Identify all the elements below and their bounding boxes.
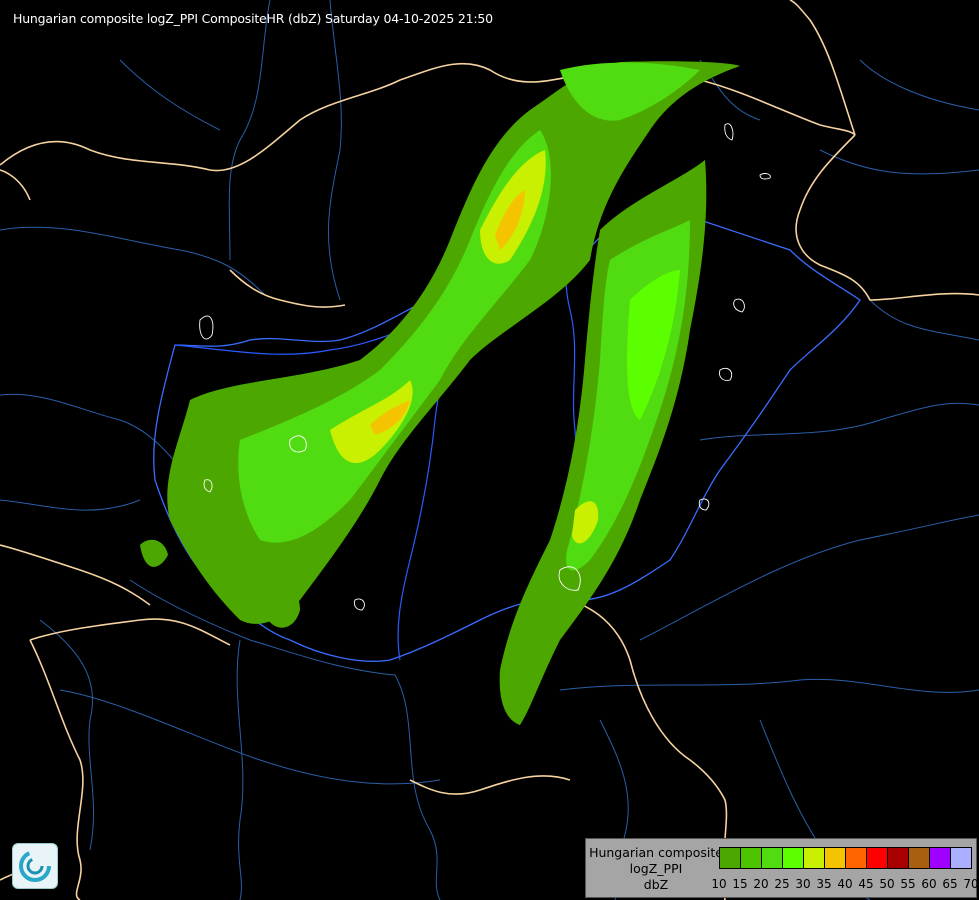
legend-swatch <box>846 848 867 868</box>
legend-swatch <box>720 848 741 868</box>
legend-color-bar <box>719 847 972 869</box>
legend-ticks: 10 15 20 25 30 35 40 45 50 55 60 65 70 <box>709 877 979 893</box>
legend-tick-label: 15 <box>732 877 748 891</box>
legend-swatch <box>741 848 762 868</box>
legend-swatch <box>930 848 951 868</box>
legend-swatch <box>951 848 971 868</box>
swirl-logo-icon <box>12 843 58 889</box>
radar-echoes <box>140 61 740 725</box>
color-legend: Hungarian composite logZ_PPI dbZ 10 15 20 2… <box>585 838 979 898</box>
legend-label-line: dbZ <box>643 877 669 892</box>
legend-swatch <box>804 848 825 868</box>
legend-tick-label: 55 <box>900 877 916 891</box>
legend-swatch <box>783 848 804 868</box>
legend-tick-label: 25 <box>774 877 790 891</box>
legend-tick-label: 20 <box>753 877 769 891</box>
legend-swatch <box>867 848 888 868</box>
legend-tick-label: 65 <box>942 877 958 891</box>
legend-tick-label: 30 <box>795 877 811 891</box>
legend-tick-label: 50 <box>879 877 895 891</box>
legend-label-line: logZ_PPI <box>629 861 683 876</box>
legend-tick-label: 60 <box>921 877 937 891</box>
legend-swatch <box>762 848 783 868</box>
legend-tick-label: 40 <box>837 877 853 891</box>
legend-swatch <box>888 848 909 868</box>
legend-tick-label: 10 <box>711 877 727 891</box>
map-title: Hungarian composite logZ_PPI CompositeHR… <box>13 11 493 26</box>
legend-swatch <box>825 848 846 868</box>
cloud-outlines <box>199 123 771 611</box>
legend-label: Hungarian composite logZ_PPI dbZ <box>586 845 726 893</box>
legend-swatch <box>909 848 930 868</box>
legend-tick-label: 70 <box>963 877 979 891</box>
legend-label-line: Hungarian composite <box>589 845 723 860</box>
legend-tick-label: 35 <box>816 877 832 891</box>
legend-tick-label: 45 <box>858 877 874 891</box>
